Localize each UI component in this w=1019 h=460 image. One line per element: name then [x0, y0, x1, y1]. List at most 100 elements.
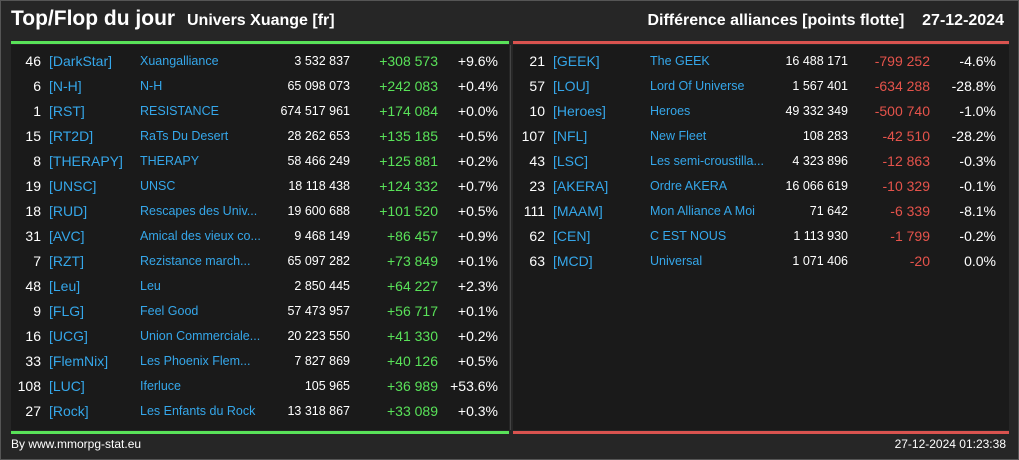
difference-cell: -1 799 — [890, 227, 930, 244]
rank-cell: 48 — [25, 277, 41, 294]
alliance-name-link[interactable]: C EST NOUS — [650, 228, 727, 243]
percent-cell: +9.6% — [457, 52, 498, 69]
alliance-name-link[interactable]: UNSC — [140, 178, 176, 193]
alliance-tag-link[interactable]: [Rock] — [49, 402, 89, 419]
difference-cell: -20 — [909, 252, 930, 269]
alliance-tag-link[interactable]: [LSC] — [553, 152, 589, 169]
alliance-tag-link[interactable]: [UCG] — [49, 327, 88, 344]
alliance-name-link[interactable]: Union Commerciale... — [140, 328, 261, 343]
alliance-name-link[interactable]: Les Phoenix Flem... — [140, 353, 251, 368]
alliance-name-link[interactable]: Leu — [140, 278, 161, 293]
percent-cell: +0.4% — [457, 77, 498, 94]
rank-cell: 1 — [33, 102, 41, 119]
difference-cell: -799 252 — [874, 52, 930, 69]
alliance-name-link[interactable]: N-H — [140, 78, 163, 93]
points-cell: 3 532 837 — [294, 53, 350, 68]
alliance-tag-link[interactable]: [MAAM] — [553, 202, 603, 219]
alliance-tag-link[interactable]: [Leu] — [49, 277, 81, 294]
top-bottom-bar — [11, 431, 509, 434]
percent-cell: +0.3% — [457, 402, 498, 419]
alliance-name-link[interactable]: Rezistance march... — [140, 253, 251, 268]
points-cell: 28 262 653 — [287, 128, 350, 143]
alliance-tag-link[interactable]: [RZT] — [49, 252, 84, 269]
points-cell: 1 567 401 — [792, 78, 848, 93]
alliance-name-link[interactable]: Rescapes des Univ... — [140, 203, 258, 218]
alliance-name-link[interactable]: Feel Good — [140, 303, 199, 318]
difference-cell: +73 849 — [387, 252, 438, 269]
alliance-name-link[interactable]: Ordre AKERA — [650, 178, 728, 193]
alliance-tag-link[interactable]: [THERAPY] — [49, 152, 123, 169]
alliance-tag-link[interactable]: [AVC] — [49, 227, 85, 244]
universe-label: Univers Xuange [fr] — [187, 12, 335, 29]
table-row: 31 [AVC] Amical des vieux co... 9 468 149 +8… — [11, 223, 498, 248]
alliance-tag-link[interactable]: [RST] — [49, 102, 85, 119]
rank-cell: 27 — [25, 402, 41, 419]
points-cell: 19 600 688 — [287, 203, 350, 218]
alliance-name-link[interactable]: Universal — [650, 253, 703, 268]
flop-accent-bar — [513, 41, 1009, 44]
alliance-name-link[interactable]: Heroes — [650, 103, 691, 118]
alliance-name-link[interactable]: New Fleet — [650, 128, 707, 143]
points-cell: 1 113 930 — [793, 228, 848, 243]
alliance-tag-link[interactable]: [LOU] — [553, 77, 590, 94]
metric-and-date: Différence alliances [points flotte] 27-… — [647, 12, 1004, 30]
alliance-name-link[interactable]: Les Enfants du Rock — [140, 403, 256, 418]
difference-cell: +124 332 — [379, 177, 438, 194]
table-row: 6 [N-H] N-H 65 098 073 +242 083 +0.4% — [11, 73, 498, 98]
alliance-tag-link[interactable]: [LUC] — [49, 377, 85, 394]
rank-cell: 43 — [529, 152, 545, 169]
flop-bottom-bar — [513, 431, 1009, 434]
alliance-tag-link[interactable]: [RT2D] — [49, 127, 94, 144]
alliance-name-link[interactable]: Mon Alliance A Moi — [650, 203, 755, 218]
points-cell: 16 066 619 — [785, 178, 848, 193]
percent-cell: +0.9% — [457, 227, 498, 244]
alliance-tag-link[interactable]: [GEEK] — [553, 52, 600, 69]
alliance-tag-link[interactable]: [Heroes] — [553, 102, 606, 119]
alliance-tag-link[interactable]: [DarkStar] — [49, 52, 113, 69]
alliance-name-link[interactable]: THERAPY — [140, 153, 200, 168]
percent-cell: +0.5% — [457, 127, 498, 144]
percent-cell: -4.6% — [959, 52, 996, 69]
difference-cell: +41 330 — [387, 327, 438, 344]
alliance-tag-link[interactable]: [FlemNix] — [49, 352, 109, 369]
points-cell: 105 965 — [304, 378, 350, 393]
difference-cell: -6 339 — [890, 202, 930, 219]
alliance-tag-link[interactable]: [UNSC] — [49, 177, 97, 194]
rank-cell: 107 — [521, 127, 545, 144]
alliance-name-link[interactable]: The GEEK — [650, 53, 710, 68]
alliance-name-link[interactable]: Xuangalliance — [140, 53, 219, 68]
alliance-tag-link[interactable]: [AKERA] — [553, 177, 609, 194]
rank-cell: 18 — [25, 202, 41, 219]
alliance-tag-link[interactable]: [MCD] — [553, 252, 593, 269]
alliance-name-link[interactable]: Iferluce — [140, 378, 181, 393]
alliance-name-link[interactable]: RaTs Du Desert — [140, 128, 229, 143]
alliance-tag-link[interactable]: [CEN] — [553, 227, 591, 244]
flop-table: 21 [GEEK] The GEEK 16 488 171 -799 252 -4.6% 5… — [513, 48, 996, 273]
percent-cell: -0.2% — [959, 227, 996, 244]
percent-cell: -8.1% — [959, 202, 996, 219]
alliance-tag-link[interactable]: [NFL] — [553, 127, 588, 144]
percent-cell: -0.1% — [959, 177, 996, 194]
flop-panel: 21 [GEEK] The GEEK 16 488 171 -799 252 -4.6% 5… — [513, 45, 1009, 430]
points-cell: 108 283 — [802, 128, 848, 143]
table-row: 107 [NFL] New Fleet 108 283 -42 510 -28.2% — [513, 123, 996, 148]
alliance-name-link[interactable]: Lord Of Universe — [650, 78, 745, 93]
alliance-name-link[interactable]: Amical des vieux co... — [140, 228, 261, 243]
alliance-tag-link[interactable]: [N-H] — [49, 77, 82, 94]
alliance-name-link[interactable]: RESISTANCE — [140, 103, 219, 118]
rank-cell: 16 — [25, 327, 41, 344]
rank-cell: 33 — [25, 352, 41, 369]
difference-cell: -10 329 — [882, 177, 930, 194]
percent-cell: -1.0% — [959, 102, 996, 119]
alliance-tag-link[interactable]: [FLG] — [49, 302, 85, 319]
source-credit[interactable]: By www.mmorpg-stat.eu — [11, 437, 142, 451]
difference-cell: +125 881 — [379, 152, 438, 169]
points-cell: 2 850 445 — [294, 278, 350, 293]
table-row: 16 [UCG] Union Commerciale... 20 223 550 +41… — [11, 323, 498, 348]
difference-cell: -12 863 — [882, 152, 930, 169]
points-cell: 65 097 282 — [287, 253, 350, 268]
alliance-tag-link[interactable]: [RUD] — [49, 202, 88, 219]
alliance-name-link[interactable]: Les semi-croustilla... — [650, 153, 764, 168]
table-row: 43 [LSC] Les semi-croustilla... 4 323 896 -1… — [513, 148, 996, 173]
